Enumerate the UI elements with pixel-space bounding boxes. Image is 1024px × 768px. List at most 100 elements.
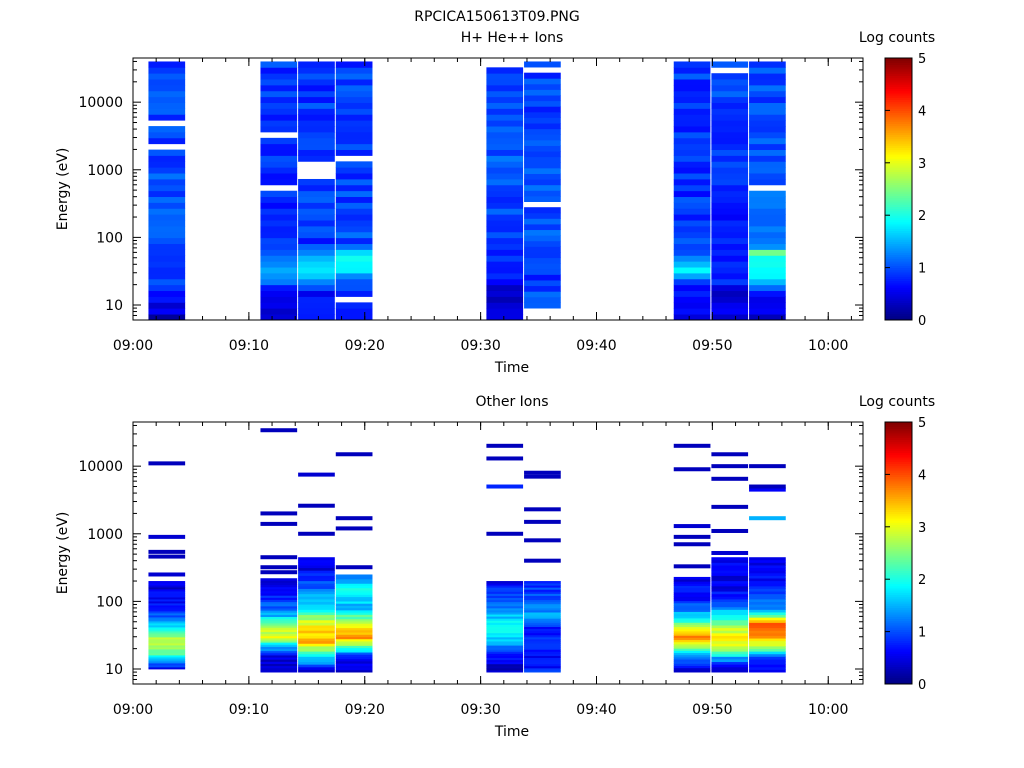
colorbar-segment (885, 601, 912, 604)
heatmap-bin (335, 261, 373, 268)
heatmap-bin (260, 220, 298, 227)
colorbar-segment (885, 568, 912, 571)
heatmap-bin (711, 622, 749, 626)
colorbar-segment (885, 245, 912, 249)
heatmap-bin (298, 565, 335, 569)
heatmap-bin (298, 79, 335, 86)
heatmap-bin (335, 629, 373, 633)
colorbar-segment (885, 276, 912, 280)
colorbar-segment (885, 298, 912, 301)
heatmap-bin (673, 96, 711, 103)
heatmap-bin (260, 665, 298, 669)
colorbar-segment (885, 483, 912, 486)
heatmap-bin (298, 653, 335, 657)
heatmap-bin (335, 636, 373, 640)
colorbar-segment (885, 507, 912, 510)
heatmap-bin (749, 562, 786, 566)
heatmap-bin (335, 618, 373, 622)
heatmap-bin (673, 663, 711, 666)
heatmap-bin (148, 308, 186, 315)
heatmap-bin (335, 623, 373, 626)
heatmap-bin (335, 184, 373, 192)
heatmap-bin (673, 609, 711, 612)
colorbar-segment (885, 605, 912, 609)
heatmap-bin (749, 557, 786, 561)
heatmap-bin (524, 240, 561, 247)
heatmap-bin (335, 284, 373, 292)
heatmap-bin (524, 628, 561, 632)
colorbar-segment (885, 66, 912, 70)
heatmap-bin (711, 669, 749, 673)
heatmap-bin (260, 603, 298, 607)
x-tick-label: 09:30 (460, 702, 500, 718)
heatmap-bin (711, 149, 749, 156)
heatmap-bin (673, 131, 711, 139)
heatmap-bin (749, 131, 786, 139)
heatmap-bin (260, 618, 298, 622)
heatmap-bin (148, 96, 186, 103)
colorbar-segment (885, 677, 912, 681)
heatmap-bin (335, 661, 373, 664)
heatmap-bin (260, 208, 298, 215)
heatmap-bin (711, 638, 749, 642)
heatmap-bin (335, 612, 373, 615)
colorbar-segment (885, 585, 912, 589)
heatmap-bin (335, 278, 373, 286)
heatmap-bin (749, 143, 786, 150)
heatmap-bin (148, 651, 186, 654)
heatmap-bin (335, 290, 373, 297)
colorbar-segment (885, 202, 912, 205)
heatmap-bin (486, 126, 524, 133)
heatmap-line (148, 534, 186, 539)
heatmap-bin (298, 648, 335, 652)
heatmap-bin (298, 593, 335, 597)
heatmap-bin (335, 108, 373, 115)
heatmap-bin (335, 625, 373, 629)
heatmap-bin (749, 190, 786, 198)
heatmap-bin (673, 648, 711, 651)
heatmap-bin (335, 208, 373, 215)
heatmap-bin (298, 617, 335, 621)
colorbar-segment (885, 269, 912, 273)
heatmap-bin (298, 231, 335, 239)
heatmap-bin (486, 137, 524, 145)
colorbar-segment (885, 158, 912, 162)
heatmap-bin (711, 648, 749, 652)
heatmap-bin (749, 167, 786, 174)
heatmap-bin (673, 613, 711, 617)
colorbar-segment (885, 191, 912, 194)
colorbar-segment (885, 454, 912, 458)
heatmap-bin (711, 565, 749, 569)
heatmap-bin (524, 195, 561, 202)
colorbar-segment (885, 99, 912, 103)
heatmap-bin (260, 190, 298, 198)
colorbar-segment (885, 282, 912, 286)
heatmap-bin (148, 629, 186, 632)
heatmap-bin (749, 635, 786, 639)
heatmap-line (673, 534, 711, 539)
heatmap-bin (148, 585, 186, 588)
colorbar-segment (885, 627, 912, 630)
heatmap-bin (486, 583, 524, 586)
heatmap-bin (148, 613, 186, 616)
heatmap-bin (260, 616, 298, 620)
heatmap-bin (148, 284, 186, 292)
colorbar-segment (885, 79, 912, 83)
heatmap-bin (260, 661, 298, 664)
heatmap-bin (486, 585, 524, 588)
heatmap-bin (486, 581, 524, 584)
heatmap-bin (524, 610, 561, 613)
heatmap-bin (298, 267, 335, 274)
heatmap-bin (298, 588, 335, 592)
heatmap-bin (335, 652, 373, 655)
heatmap-bin (298, 575, 335, 579)
heatmap-bin (524, 641, 561, 644)
colorbar-segment (885, 592, 912, 595)
heatmap-bin (749, 196, 786, 203)
heatmap-bin (298, 184, 335, 192)
heatmap-bin (749, 575, 786, 579)
heatmap-bin (260, 610, 298, 613)
colorbar-segment (885, 544, 912, 547)
heatmap-bin (298, 606, 335, 610)
heatmap-bin (749, 625, 786, 629)
